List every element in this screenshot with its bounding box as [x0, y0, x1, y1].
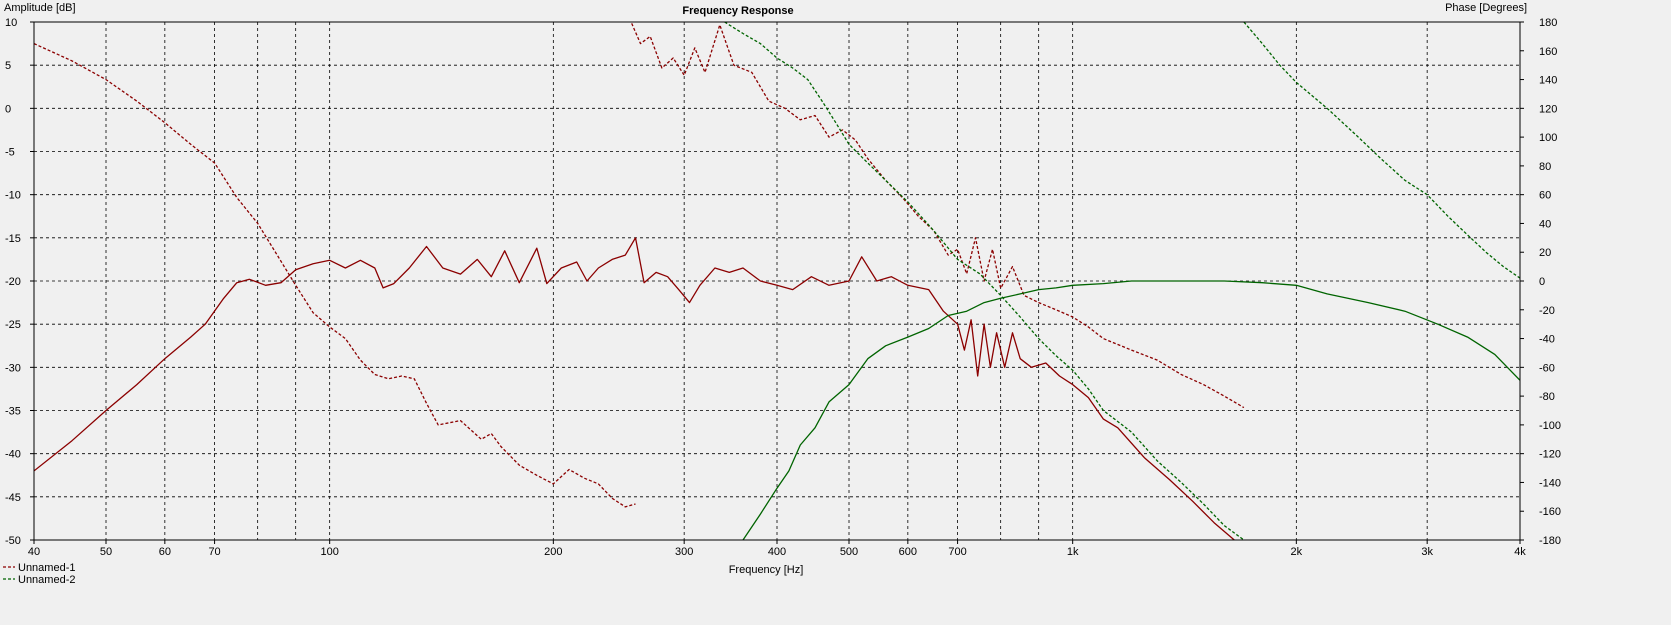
plot-border	[33, 21, 1521, 541]
y-right-tick-label: -40	[1539, 334, 1555, 346]
y-right-tick-labels: 180 160 140 120 100 80 60 40 20 0 -20 -40 -60 -80 -100…	[1520, 17, 1561, 547]
x-tick-label: 700	[948, 546, 966, 558]
y-right-tick-label: 60	[1539, 190, 1551, 202]
x-tick-label: 600	[899, 546, 917, 558]
x-tick-label: 500	[840, 546, 858, 558]
series-2	[724, 22, 1520, 540]
y-left-axis-label: Amplitude [dB]	[4, 2, 76, 14]
x-tick-label: 60	[159, 546, 171, 558]
legend: Unnamed-1 Unnamed-2	[3, 562, 75, 586]
x-tick-label: 50	[100, 546, 112, 558]
y-right-tick-label: 20	[1539, 247, 1551, 259]
series-1-amplitude-line	[34, 237, 1235, 540]
x-tick-label: 70	[208, 546, 220, 558]
x-tick-label: 3k	[1421, 546, 1433, 558]
y-right-tick-label: -160	[1539, 506, 1561, 518]
x-tick-label: 400	[768, 546, 786, 558]
y-left-tick-label: -50	[5, 535, 21, 547]
y-right-tick-label: -140	[1539, 477, 1561, 489]
y-left-tick-label: -35	[5, 406, 21, 418]
legend-label-unnamed-2: Unnamed-2	[18, 574, 75, 586]
y-right-tick-label: 160	[1539, 46, 1557, 58]
y-left-tick-label: 10	[5, 17, 17, 29]
series-1-phase-line-wrapped	[631, 23, 1245, 409]
y-right-tick-label: -60	[1539, 362, 1555, 374]
y-left-tick-label: -15	[5, 233, 21, 245]
y-right-tick-label: 140	[1539, 75, 1557, 87]
x-tick-labels: 40 50 60 70 100 200 300 400 500 600 700 1k 2k 3k 4k	[28, 540, 1526, 558]
x-tick-label: 4k	[1514, 546, 1526, 558]
y-left-tick-label: -40	[5, 449, 21, 461]
y-right-tick-label: -100	[1539, 420, 1561, 432]
y-right-tick-label: 180	[1539, 17, 1557, 29]
x-axis-label: Frequency [Hz]	[729, 564, 804, 576]
y-left-tick-label: -25	[5, 319, 21, 331]
y-right-tick-label: 80	[1539, 161, 1551, 173]
y-left-tick-label: -20	[5, 276, 21, 288]
y-left-tick-label: -10	[5, 190, 21, 202]
y-right-tick-label: -120	[1539, 449, 1561, 461]
series-2-phase-line-wrapped	[1243, 22, 1520, 279]
series-2-phase-line	[724, 22, 1245, 540]
y-right-tick-label: 40	[1539, 218, 1551, 230]
series-layer	[34, 22, 1520, 540]
x-tick-label: 40	[28, 546, 40, 558]
x-tick-label: 200	[544, 546, 562, 558]
y-left-tick-label: 5	[5, 60, 11, 72]
y-left-tick-labels: 10 5 0 -5 -10 -15 -20 -25 -30 -35 -40 -45 -50	[5, 17, 34, 547]
y-left-tick-label: -30	[5, 362, 21, 374]
series-1-phase-line	[34, 43, 636, 508]
x-tick-label: 2k	[1291, 546, 1303, 558]
y-right-tick-label: 0	[1539, 276, 1545, 288]
y-right-tick-label: -180	[1539, 535, 1561, 547]
y-left-tick-label: 0	[5, 103, 11, 115]
legend-label-unnamed-1: Unnamed-1	[18, 562, 75, 574]
y-right-tick-label: -80	[1539, 391, 1555, 403]
y-right-tick-label: 100	[1539, 132, 1557, 144]
y-left-tick-label: -5	[5, 147, 15, 159]
y-right-axis-label: Phase [Degrees]	[1445, 2, 1527, 14]
y-right-tick-label: 120	[1539, 103, 1557, 115]
x-tick-label: 1k	[1067, 546, 1079, 558]
y-left-tick-label: -45	[5, 492, 21, 504]
chart-title: Frequency Response	[682, 5, 793, 17]
y-right-tick-label: -20	[1539, 305, 1555, 317]
x-tick-label: 300	[675, 546, 693, 558]
x-tick-label: 100	[320, 546, 338, 558]
series-2-amplitude-line	[742, 280, 1520, 540]
series-1	[34, 23, 1245, 540]
